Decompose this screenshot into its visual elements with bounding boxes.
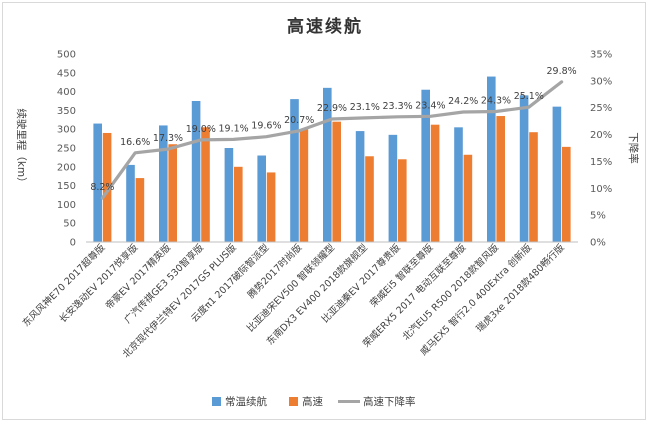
y2-tick-label: 15% [590,157,612,168]
rate-data-label: 17.3% [153,133,183,144]
y2-tick-label: 35% [590,50,612,61]
legend-label: 高速下降率 [363,395,416,408]
chart-title: 高速续航 [287,16,363,37]
y2-tick-label: 20% [590,130,612,141]
bar-highway [529,132,538,242]
rate-data-label: 29.8% [547,66,577,77]
bar-highway [463,154,473,242]
bar-highway [234,166,243,242]
bar-normal-range [290,99,299,243]
y-tick-label: 500 [57,50,76,61]
y-tick-label: 250 [57,144,76,155]
bar-highway [562,146,571,242]
y2-tick-label: 25% [590,103,612,114]
bar-highway [332,121,341,242]
rate-data-label: 23.4% [415,100,445,111]
bar-highway [430,124,440,242]
bar-normal-range [323,87,332,242]
y2-tick-label: 30% [590,76,612,87]
y-tick-label: 450 [57,68,76,79]
rate-data-label: 16.6% [120,137,150,148]
y-tick-label: 200 [57,162,76,173]
y-tick-label: 350 [57,106,76,117]
y-tick-label: 150 [57,181,76,192]
rate-data-label: 23.3% [383,101,413,112]
bar-normal-range [159,125,168,242]
bar-normal-range [388,134,398,242]
category-label: 北京现代伊兰特EV 2017GS PLUS版 [120,241,239,360]
legend: 常温续航 高速 高速下降率 [212,395,416,408]
bar-normal-range [552,106,562,242]
y2-tick-label: 10% [590,184,612,195]
bar-normal-range [93,123,102,242]
category-label: 荣威Ei5 智联至尊版 [367,241,435,309]
y-tick-label: 0 [70,238,76,249]
rate-line [100,80,564,200]
rate-data-label: 24.2% [448,96,478,107]
bar-normal-range [257,155,266,242]
category-label: 腾势2017时尚版 [245,241,305,301]
rate-data-label: 19.6% [251,121,281,132]
y2-axis-title: 下降率 [627,132,640,164]
bar-highway [135,178,145,242]
chart-frame [2,2,646,420]
bar-normal-range [191,101,201,242]
bar-highway [365,156,374,242]
rate-data-label: 23.1% [350,102,380,113]
legend-swatch [212,397,221,406]
bar-normal-range [454,127,463,242]
y-axis-title: 续驶里程（km） [15,108,28,187]
legend-label: 高速 [302,395,323,408]
rate-data-label: 19.0% [186,124,216,135]
legend-label: 常温续航 [225,395,267,408]
bar-highway [168,144,177,242]
rate-data-label: 24.3% [481,95,511,106]
bar-normal-range [487,76,496,242]
bar-normal-range [355,131,365,242]
bar-highway [266,172,276,242]
y-tick-label: 100 [57,200,76,211]
rate-data-label: 19.1% [219,123,249,134]
bar-highway [496,116,505,242]
rate-data-label: 25.1% [514,91,544,102]
bar-highway [299,129,309,242]
bar-highway [398,159,407,242]
y2-tick-label: 5% [590,211,606,222]
rate-data-label: 8.2% [90,182,114,193]
y-tick-label: 300 [57,125,76,136]
y2-tick-label: 0% [590,238,606,249]
bar-normal-range [519,95,529,242]
y-tick-label: 400 [57,87,76,98]
rate-data-label: 20.7% [284,115,314,126]
bar-highway [201,127,210,242]
bar-normal-range [224,148,234,242]
plot-area: 0 50 100 150 200 250 300 350 400 450 500 0% 5% 10% 15%… [20,50,612,361]
legend-swatch [289,397,298,406]
rate-data-label: 22.9% [317,103,347,114]
bar-normal-range [421,89,430,242]
bar-highway [102,132,112,242]
bar-normal-range [126,164,135,242]
y-tick-label: 50 [63,219,76,230]
